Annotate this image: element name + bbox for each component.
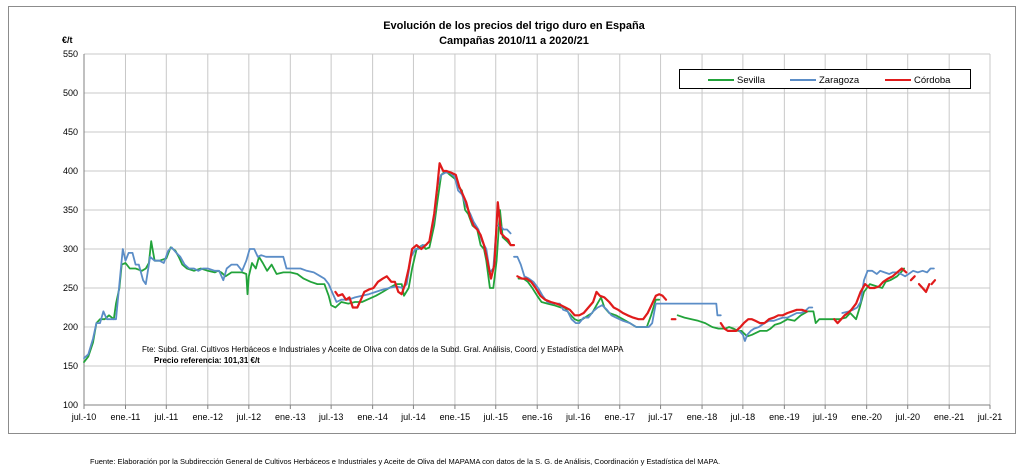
x-tick-label: ene.-13 (275, 412, 306, 422)
y-tick-label: 500 (63, 88, 78, 98)
series-line-cordoba (334, 162, 516, 309)
y-tick-label: 100 (63, 400, 78, 410)
series-layer (83, 162, 937, 364)
x-tick-label: jul.-20 (894, 412, 920, 422)
series-line-sevilla (676, 267, 905, 338)
x-tick-label: ene.-19 (769, 412, 800, 422)
x-tick-label: ene.-16 (522, 412, 553, 422)
series-line-zaragoza (841, 267, 935, 314)
y-tick-label: 400 (63, 166, 78, 176)
axis-layer: 100 150 200 250 300 350 400 450 500 550 jul.-10 ene… (63, 49, 1002, 422)
chart-subtitle: Campañas 2010/11 a 2020/21 (439, 35, 589, 47)
x-tick-label: ene.-21 (934, 412, 965, 422)
x-tick-label: jul.-14 (400, 412, 426, 422)
x-tick-label: ene.-14 (357, 412, 388, 422)
series-line-cordoba (917, 283, 931, 293)
legend-item-sevilla: Sevilla (708, 73, 765, 87)
series-line-zaragoza (83, 171, 512, 360)
x-tick-label: jul.-13 (318, 412, 344, 422)
x-tick-label: ene.-20 (851, 412, 882, 422)
y-tick-label: 150 (63, 361, 78, 371)
series-line-zaragoza (738, 306, 814, 342)
legend-swatch-sevilla (708, 79, 734, 81)
x-tick-label: jul.-10 (71, 412, 97, 422)
legend: Sevilla Zaragoza Córdoba (679, 69, 971, 89)
legend-label-cordoba: Córdoba (914, 74, 951, 86)
series-line-cordoba (930, 279, 937, 286)
x-tick-label: jul.-18 (730, 412, 756, 422)
legend-swatch-zaragoza (790, 79, 816, 81)
source-note: Fte: Subd. Gral. Cultivos Herbáceos e In… (142, 345, 624, 354)
x-tick-label: jul.-12 (236, 412, 262, 422)
y-tick-label: 250 (63, 283, 78, 293)
y-axis-label: €/t (62, 35, 73, 45)
legend-item-cordoba: Córdoba (885, 73, 950, 87)
y-tick-label: 450 (63, 127, 78, 137)
x-tick-label: jul.-19 (812, 412, 838, 422)
footer-source: Fuente: Elaboración por la Subdirección … (90, 457, 721, 466)
series-line-cordoba (516, 275, 668, 321)
y-tick-label: 550 (63, 49, 78, 59)
x-tick-label: jul.-15 (482, 412, 508, 422)
y-tick-label: 350 (63, 205, 78, 215)
reference-price-note: Precio referencia: 101,31 €/t (154, 356, 260, 365)
series-line-cordoba (719, 308, 808, 332)
x-tick-label: jul.-11 (153, 412, 178, 422)
legend-label-sevilla: Sevilla (737, 74, 765, 86)
series-line-zaragoza (513, 255, 722, 328)
x-tick-label: ene.-12 (193, 412, 224, 422)
x-tick-label: ene.-18 (687, 412, 718, 422)
series-line-cordoba (909, 275, 916, 282)
y-tick-label: 300 (63, 244, 78, 254)
legend-label-zaragoza: Zaragoza (819, 74, 860, 86)
x-tick-label: ene.-17 (604, 412, 635, 422)
x-tick-label: jul.-21 (977, 412, 1003, 422)
x-tick-label: ene.-11 (111, 412, 141, 422)
x-tick-label: jul.-17 (647, 412, 673, 422)
legend-item-zaragoza: Zaragoza (790, 73, 859, 87)
chart-title: Evolución de los precios del trigo duro … (383, 20, 645, 32)
series-line-cordoba (833, 267, 908, 325)
legend-swatch-cordoba (885, 79, 911, 81)
y-tick-label: 200 (63, 322, 78, 332)
x-tick-label: jul.-16 (565, 412, 591, 422)
x-tick-label: ene.-15 (440, 412, 471, 422)
